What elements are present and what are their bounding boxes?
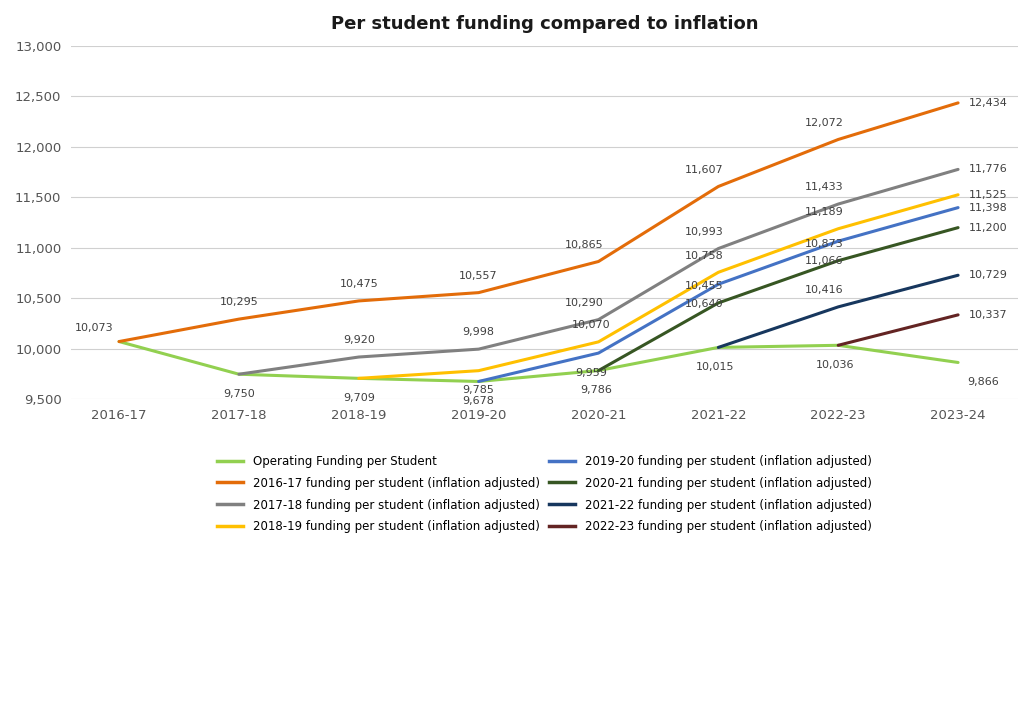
2018-19 funding per student (inflation adjusted) xyxy=(951,190,964,199)
Text: 9,866: 9,866 xyxy=(967,377,999,387)
2021-22 funding per student (inflation adjusted) xyxy=(712,343,724,352)
Line: 2018-19 funding per student (inflation adjusted): 2018-19 funding per student (inflation a… xyxy=(358,194,958,378)
Text: 10,337: 10,337 xyxy=(969,310,1008,320)
Text: 10,475: 10,475 xyxy=(340,279,378,289)
2017-18 funding per student (inflation adjusted) xyxy=(352,353,365,362)
Operating Funding per Student xyxy=(232,370,245,379)
Text: 10,557: 10,557 xyxy=(460,271,498,281)
Text: 9,709: 9,709 xyxy=(343,393,375,403)
2020-21 funding per student (inflation adjusted) xyxy=(712,299,724,307)
Text: 9,785: 9,785 xyxy=(463,385,495,395)
Text: 10,290: 10,290 xyxy=(565,298,604,308)
2019-20 funding per student (inflation adjusted) xyxy=(472,377,484,386)
2017-18 funding per student (inflation adjusted) xyxy=(951,165,964,174)
2018-19 funding per student (inflation adjusted) xyxy=(352,374,365,382)
2020-21 funding per student (inflation adjusted) xyxy=(832,257,844,265)
2021-22 funding per student (inflation adjusted) xyxy=(832,302,844,311)
2017-18 funding per student (inflation adjusted) xyxy=(832,200,844,208)
Text: 10,873: 10,873 xyxy=(805,239,844,249)
2016-17 funding per student (inflation adjusted) xyxy=(832,135,844,144)
Text: 10,416: 10,416 xyxy=(805,285,844,295)
Text: 10,993: 10,993 xyxy=(685,227,724,237)
2019-20 funding per student (inflation adjusted) xyxy=(592,348,604,357)
Operating Funding per Student xyxy=(472,377,484,386)
2017-18 funding per student (inflation adjusted) xyxy=(472,345,484,354)
Text: 10,073: 10,073 xyxy=(74,322,114,333)
Text: 9,959: 9,959 xyxy=(575,367,607,377)
Text: 11,525: 11,525 xyxy=(969,189,1008,200)
2019-20 funding per student (inflation adjusted) xyxy=(712,280,724,288)
Text: 10,036: 10,036 xyxy=(816,360,854,369)
2016-17 funding per student (inflation adjusted) xyxy=(951,98,964,107)
2016-17 funding per student (inflation adjusted) xyxy=(592,257,604,266)
Text: 9,678: 9,678 xyxy=(463,396,495,406)
Text: 11,776: 11,776 xyxy=(969,164,1008,174)
2016-17 funding per student (inflation adjusted) xyxy=(113,337,125,346)
2017-18 funding per student (inflation adjusted) xyxy=(592,315,604,324)
2020-21 funding per student (inflation adjusted) xyxy=(951,223,964,232)
Text: 9,750: 9,750 xyxy=(223,389,255,398)
2022-23 funding per student (inflation adjusted) xyxy=(951,311,964,320)
Text: 10,729: 10,729 xyxy=(969,270,1008,281)
Line: 2022-23 funding per student (inflation adjusted): 2022-23 funding per student (inflation a… xyxy=(838,315,958,346)
Line: 2020-21 funding per student (inflation adjusted): 2020-21 funding per student (inflation a… xyxy=(598,228,958,371)
Legend: Operating Funding per Student, 2016-17 funding per student (inflation adjusted),: Operating Funding per Student, 2016-17 f… xyxy=(214,451,875,537)
Text: 11,607: 11,607 xyxy=(685,165,724,175)
Text: 10,865: 10,865 xyxy=(565,240,604,250)
Operating Funding per Student xyxy=(712,343,724,352)
2016-17 funding per student (inflation adjusted) xyxy=(232,315,245,323)
Text: 10,455: 10,455 xyxy=(685,281,724,291)
Title: Per student funding compared to inflation: Per student funding compared to inflatio… xyxy=(331,15,758,33)
2016-17 funding per student (inflation adjusted) xyxy=(352,296,365,305)
2017-18 funding per student (inflation adjusted) xyxy=(232,370,245,379)
Text: 11,398: 11,398 xyxy=(969,202,1008,213)
Text: 9,786: 9,786 xyxy=(580,385,612,395)
Operating Funding per Student xyxy=(832,341,844,350)
Line: 2016-17 funding per student (inflation adjusted): 2016-17 funding per student (inflation a… xyxy=(119,103,958,341)
2021-22 funding per student (inflation adjusted) xyxy=(951,271,964,280)
Text: 10,758: 10,758 xyxy=(685,251,724,261)
Line: 2019-20 funding per student (inflation adjusted): 2019-20 funding per student (inflation a… xyxy=(478,208,958,382)
Operating Funding per Student xyxy=(113,337,125,346)
Operating Funding per Student xyxy=(352,374,365,382)
Text: 11,066: 11,066 xyxy=(805,256,844,265)
Line: 2021-22 funding per student (inflation adjusted): 2021-22 funding per student (inflation a… xyxy=(718,275,958,348)
2018-19 funding per student (inflation adjusted) xyxy=(592,338,604,346)
2018-19 funding per student (inflation adjusted) xyxy=(472,367,484,375)
Text: 10,070: 10,070 xyxy=(572,320,611,330)
2020-21 funding per student (inflation adjusted) xyxy=(592,367,604,375)
2018-19 funding per student (inflation adjusted) xyxy=(832,224,844,233)
Line: 2017-18 funding per student (inflation adjusted): 2017-18 funding per student (inflation a… xyxy=(239,169,958,375)
2018-19 funding per student (inflation adjusted) xyxy=(712,268,724,277)
2016-17 funding per student (inflation adjusted) xyxy=(712,182,724,191)
Text: 9,920: 9,920 xyxy=(343,335,375,346)
2019-20 funding per student (inflation adjusted) xyxy=(951,203,964,212)
Text: 9,998: 9,998 xyxy=(463,328,495,338)
Line: Operating Funding per Student: Operating Funding per Student xyxy=(119,341,958,382)
2022-23 funding per student (inflation adjusted) xyxy=(832,341,844,350)
2019-20 funding per student (inflation adjusted) xyxy=(832,237,844,246)
Operating Funding per Student xyxy=(951,358,964,367)
Text: 11,189: 11,189 xyxy=(805,207,844,217)
2016-17 funding per student (inflation adjusted) xyxy=(472,288,484,297)
Text: 10,015: 10,015 xyxy=(696,362,734,372)
Text: 10,295: 10,295 xyxy=(220,297,258,307)
Text: 12,434: 12,434 xyxy=(969,98,1008,108)
Text: 12,072: 12,072 xyxy=(805,118,844,128)
Text: 10,640: 10,640 xyxy=(685,299,724,309)
Text: 11,200: 11,200 xyxy=(969,223,1008,233)
Operating Funding per Student xyxy=(592,367,604,375)
Text: 11,433: 11,433 xyxy=(805,182,844,192)
2017-18 funding per student (inflation adjusted) xyxy=(712,244,724,253)
